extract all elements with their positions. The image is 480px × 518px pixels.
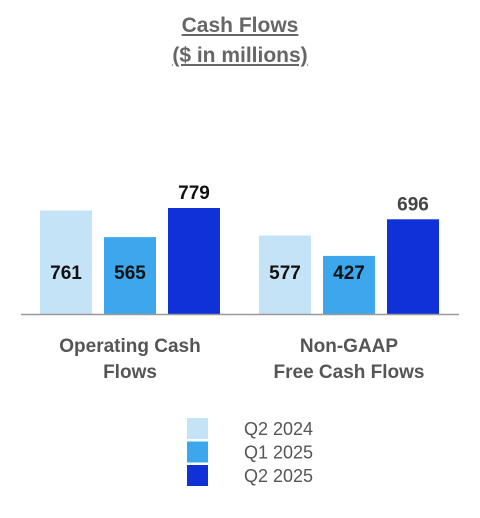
value-label: 565 <box>114 263 146 284</box>
bar-q2-2025-cat0 <box>168 208 220 314</box>
chart-title-line-1: Cash Flows <box>181 14 299 37</box>
chart-title-line-2: ($ in millions) <box>172 44 308 67</box>
category-label: Flows <box>103 362 157 383</box>
legend-label: Q2 2024 <box>244 419 313 439</box>
value-label: 696 <box>397 194 429 215</box>
legend-swatch <box>187 441 208 463</box>
category-label: Operating Cash <box>59 336 200 357</box>
bar-q1-2025-cat0 <box>104 237 156 314</box>
value-label: 779 <box>178 183 210 204</box>
bar-q2-2024-cat1 <box>259 235 311 314</box>
value-label: 761 <box>50 263 82 284</box>
value-label: 427 <box>333 263 365 284</box>
legend-label: Q1 2025 <box>244 443 313 463</box>
legend-swatch <box>187 418 208 439</box>
category-label: Free Cash Flows <box>274 362 425 383</box>
category-label: Non-GAAP <box>300 336 398 357</box>
legend-label: Q2 2025 <box>244 466 313 486</box>
bar-q2-2024-cat0 <box>40 210 92 314</box>
legend-swatch <box>187 465 208 486</box>
value-label: 577 <box>269 263 301 284</box>
bar-q2-2025-cat1 <box>387 219 439 314</box>
bar-q1-2025-cat1 <box>323 255 375 314</box>
